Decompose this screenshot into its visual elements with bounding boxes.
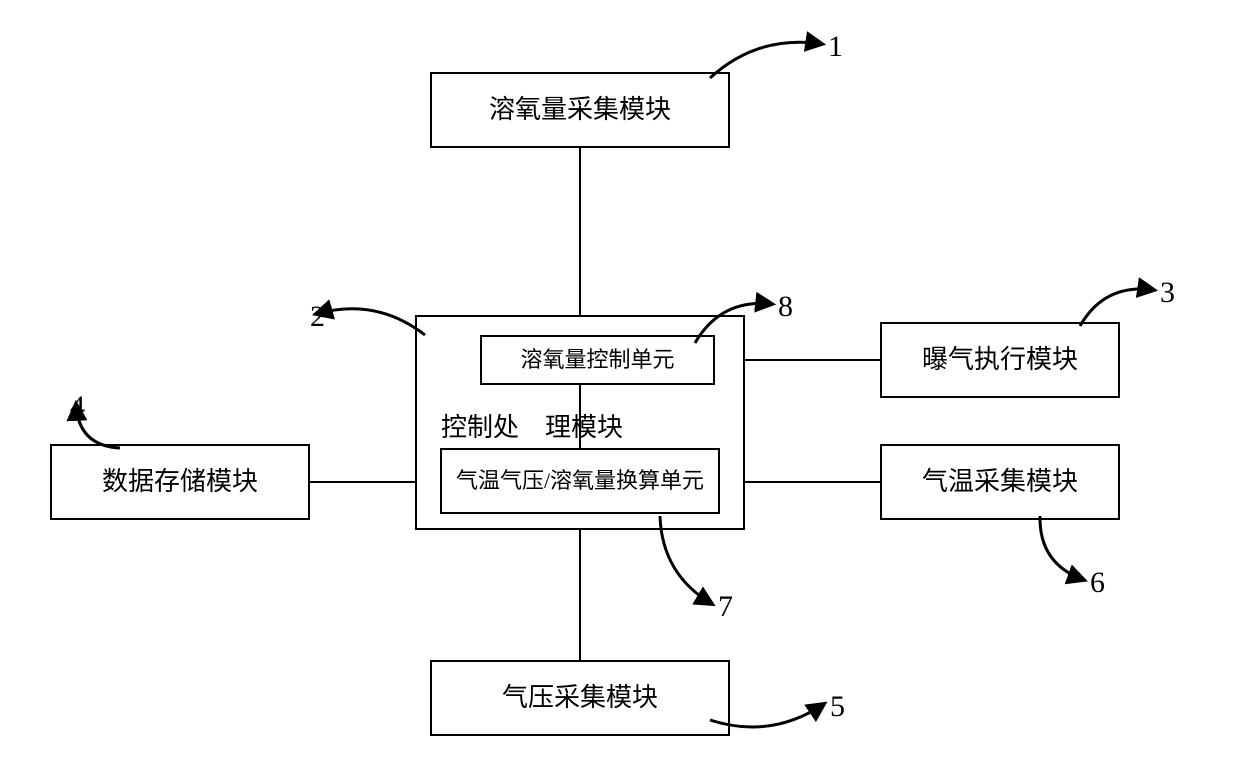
node-n7-label: 气温气压/溶氧量换算单元	[452, 464, 708, 498]
callout-num-c7: 7	[718, 590, 733, 624]
node-n3: 曝气执行模块	[880, 322, 1120, 398]
callout-arrow-c3	[1080, 289, 1154, 326]
node-n3-label: 曝气执行模块	[918, 340, 1082, 379]
node-n1: 溶氧量采集模块	[430, 72, 730, 148]
callout-arrow-c2	[316, 309, 425, 335]
node-n7: 气温气压/溶氧量换算单元	[440, 448, 720, 514]
callout-num-c8: 8	[778, 290, 793, 324]
node-n4-label: 数据存储模块	[98, 462, 262, 501]
node-n8-label: 溶氧量控制单元	[516, 343, 678, 377]
node-n2-label: 控制处 理模块	[441, 407, 623, 444]
callout-num-c5: 5	[830, 690, 845, 724]
node-n5-label: 气压采集模块	[498, 678, 662, 717]
node-n1-label: 溶氧量采集模块	[485, 90, 675, 129]
callout-num-c2: 2	[310, 300, 325, 334]
callout-num-c1: 1	[828, 30, 843, 64]
diagram-canvas: 溶氧量采集模块控制处 理模块溶氧量控制单元气温气压/溶氧量换算单元曝气执行模块气…	[0, 0, 1240, 772]
node-n4: 数据存储模块	[50, 444, 310, 520]
node-n5: 气压采集模块	[430, 660, 730, 736]
node-n8: 溶氧量控制单元	[480, 335, 715, 385]
callout-arrow-c6	[1040, 516, 1084, 580]
callout-num-c6: 6	[1090, 566, 1105, 600]
callout-num-c4: 4	[70, 390, 85, 424]
node-n6: 气温采集模块	[880, 444, 1120, 520]
node-n6-label: 气温采集模块	[918, 462, 1082, 501]
callout-num-c3: 3	[1160, 276, 1175, 310]
